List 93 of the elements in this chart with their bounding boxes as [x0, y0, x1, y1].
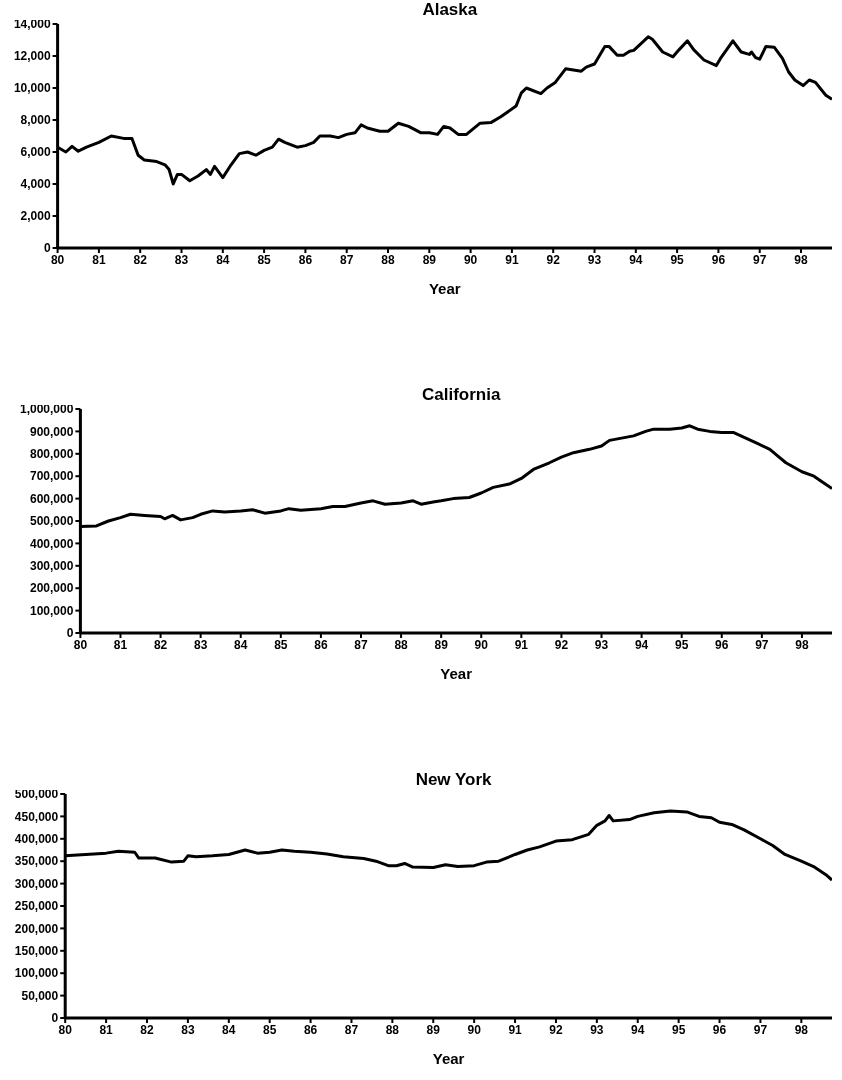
y-tick-label: 0	[51, 1011, 59, 1026]
x-tick-label: 83	[193, 637, 208, 652]
y-tick-label: 2,000	[20, 209, 51, 224]
x-tick-label: 97	[755, 637, 769, 652]
y-tick-label: 150,000	[14, 944, 59, 959]
x-tick-label: 82	[153, 637, 168, 652]
x-tick-label: 90	[467, 1022, 482, 1037]
x-tick-label: 87	[340, 252, 354, 267]
y-tick-label: 600,000	[30, 491, 74, 506]
x-tick-label: 91	[505, 252, 519, 267]
x-tick-label: 83	[174, 252, 189, 267]
y-tick-label: 350,000	[14, 854, 59, 869]
x-tick-label: 82	[133, 252, 148, 267]
x-tick-label: 89	[422, 252, 437, 267]
y-tick-label: 300,000	[30, 559, 74, 574]
x-tick-label: 81	[92, 252, 106, 267]
x-tick-label: 97	[753, 252, 767, 267]
x-tick-label: 96	[715, 637, 729, 652]
x-tick-label: 84	[234, 637, 248, 652]
y-tick-label: 450,000	[14, 809, 59, 824]
x-axis-title: Year	[428, 280, 461, 297]
x-tick-label: 80	[58, 1022, 73, 1037]
x-tick-label: 92	[549, 1022, 563, 1037]
chart-title: California	[421, 385, 501, 404]
y-tick-label: 500,000	[30, 514, 74, 529]
x-tick-label: 93	[594, 637, 609, 652]
x-tick-label: 92	[554, 637, 569, 652]
x-tick-label: 96	[712, 1022, 727, 1037]
y-tick-label: 6,000	[20, 145, 51, 160]
y-tick-label: 300,000	[14, 876, 59, 891]
x-tick-label: 86	[298, 252, 313, 267]
y-tick-label: 100,000	[14, 966, 59, 981]
x-tick-label: 95	[671, 1022, 686, 1037]
x-tick-label: 87	[344, 1022, 359, 1037]
y-tick-label: 700,000	[30, 469, 74, 484]
x-tick-label: 88	[394, 637, 409, 652]
x-tick-label: 85	[274, 637, 288, 652]
x-tick-label: 98	[795, 637, 809, 652]
x-tick-label: 91	[514, 637, 529, 652]
chart-title: Alaska	[422, 0, 478, 19]
x-tick-label: 84	[216, 252, 230, 267]
x-tick-label: 81	[99, 1022, 114, 1037]
y-tick-label: 0	[66, 626, 74, 641]
y-tick-label: 250,000	[14, 899, 59, 914]
y-tick-label: 200,000	[14, 921, 59, 936]
x-tick-label: 88	[385, 1022, 400, 1037]
x-tick-label: 94	[634, 637, 649, 652]
x-tick-label: 91	[508, 1022, 523, 1037]
x-tick-label: 93	[590, 1022, 604, 1037]
y-tick-label: 400,000	[14, 832, 59, 847]
x-tick-label: 97	[753, 1022, 768, 1037]
y-tick-label: 200,000	[30, 581, 74, 596]
y-tick-label: 900,000	[30, 424, 74, 439]
y-tick-label: 500,000	[14, 787, 59, 802]
x-tick-label: 96	[711, 252, 726, 267]
x-tick-label: 98	[794, 252, 809, 267]
y-tick-label: 1,000,000	[20, 402, 74, 417]
x-tick-label: 93	[587, 252, 602, 267]
x-tick-label: 87	[354, 637, 368, 652]
x-tick-label: 94	[631, 1022, 645, 1037]
y-tick-label: 100,000	[30, 603, 74, 618]
x-tick-label: 83	[181, 1022, 195, 1037]
x-axis-title: Year	[440, 665, 473, 682]
x-tick-label: 86	[303, 1022, 318, 1037]
y-tick-label: 50,000	[21, 988, 59, 1003]
y-tick-label: 8,000	[20, 113, 51, 128]
x-tick-label: 90	[474, 637, 489, 652]
y-tick-label: 0	[43, 241, 51, 256]
y-tick-label: 10,000	[13, 81, 51, 96]
x-tick-label: 81	[113, 637, 128, 652]
y-tick-label: 4,000	[20, 177, 51, 192]
x-tick-label: 85	[263, 1022, 277, 1037]
x-axis-title: Year	[432, 1050, 465, 1067]
y-tick-label: 400,000	[30, 536, 74, 551]
x-tick-label: 80	[73, 637, 88, 652]
y-tick-label: 12,000	[13, 49, 51, 64]
x-tick-label: 95	[675, 637, 689, 652]
x-tick-label: 80	[50, 252, 65, 267]
x-tick-label: 88	[381, 252, 395, 267]
x-tick-label: 82	[140, 1022, 154, 1037]
x-tick-label: 86	[314, 637, 328, 652]
x-tick-label: 90	[463, 252, 478, 267]
x-tick-label: 98	[794, 1022, 809, 1037]
x-tick-label: 84	[222, 1022, 236, 1037]
x-tick-label: 89	[426, 1022, 441, 1037]
x-tick-label: 89	[434, 637, 449, 652]
y-tick-label: 14,000	[13, 17, 51, 32]
chart-title: New York	[415, 770, 492, 789]
x-tick-label: 92	[546, 252, 561, 267]
x-tick-label: 85	[257, 252, 272, 267]
x-tick-label: 95	[670, 252, 685, 267]
x-tick-label: 94	[629, 252, 643, 267]
y-tick-label: 800,000	[30, 447, 74, 462]
